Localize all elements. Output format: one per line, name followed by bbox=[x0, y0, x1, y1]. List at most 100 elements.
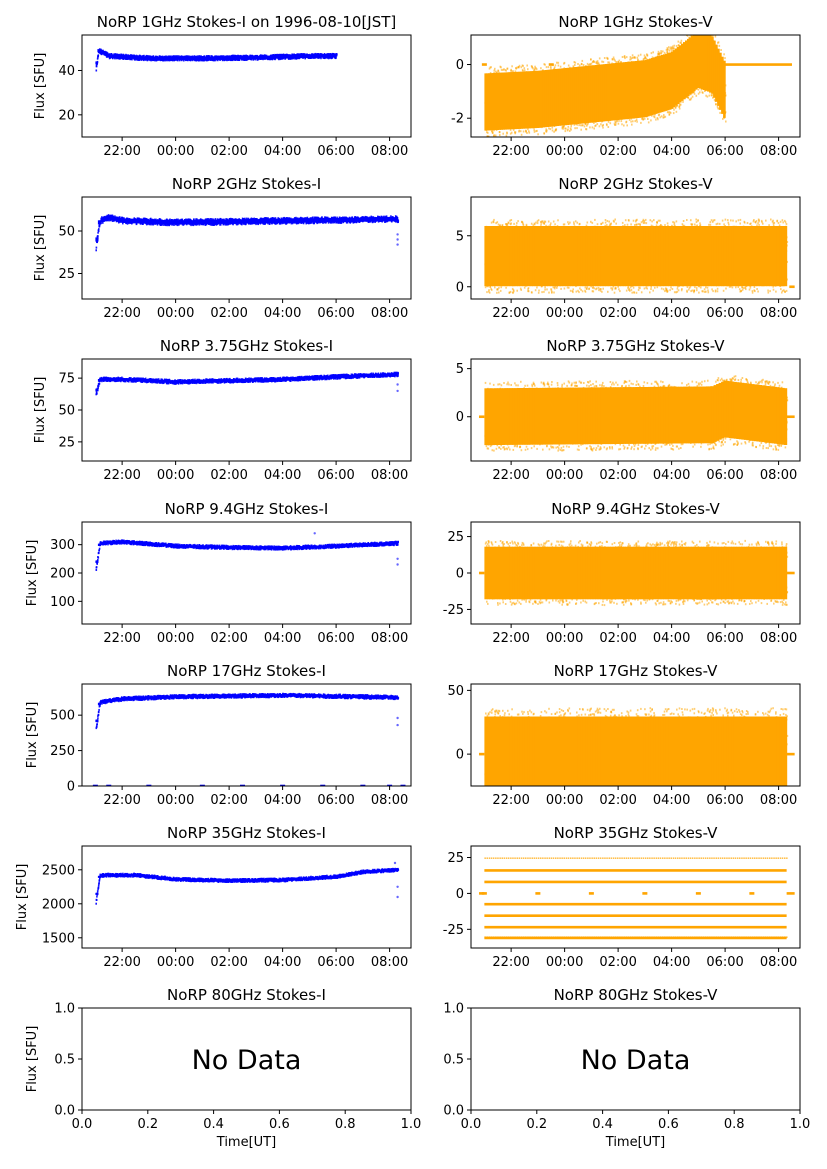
data-band-segment bbox=[328, 54, 331, 58]
data-band-segment bbox=[101, 51, 104, 55]
data-point bbox=[535, 68, 538, 71]
data-point bbox=[527, 68, 529, 71]
data-band-segment bbox=[201, 56, 205, 60]
data-point bbox=[502, 68, 504, 71]
data-point bbox=[197, 55, 199, 58]
data-point bbox=[608, 61, 611, 64]
data-point bbox=[677, 40, 680, 43]
data-point bbox=[95, 69, 98, 72]
data-point bbox=[313, 53, 316, 56]
data-point bbox=[664, 115, 667, 118]
data-point bbox=[548, 127, 550, 130]
data-point bbox=[269, 222, 271, 225]
data-band-segment bbox=[510, 72, 514, 130]
data-band-segment bbox=[151, 56, 155, 60]
data-point bbox=[204, 223, 207, 226]
data-band-segment bbox=[163, 56, 167, 60]
data-band-segment bbox=[155, 56, 159, 60]
data-point bbox=[691, 95, 694, 98]
data-point bbox=[691, 92, 693, 95]
data-band-segment bbox=[644, 59, 648, 117]
data-point bbox=[112, 57, 114, 60]
data-band-segment bbox=[189, 56, 193, 60]
data-band-segment bbox=[546, 69, 550, 127]
data-point bbox=[505, 69, 507, 72]
data-point bbox=[647, 121, 650, 124]
data-band-segment bbox=[675, 48, 678, 106]
data-point bbox=[663, 116, 665, 119]
data-point bbox=[208, 55, 210, 58]
data-point bbox=[207, 59, 209, 62]
data-band-segment bbox=[709, 35, 712, 93]
data-point bbox=[584, 122, 587, 125]
data-point bbox=[562, 127, 564, 130]
data-band-segment bbox=[554, 69, 558, 127]
data-band-segment bbox=[608, 63, 612, 121]
data-point bbox=[536, 129, 538, 132]
x-tick-label: 22:00 bbox=[492, 144, 529, 159]
data-point bbox=[623, 55, 626, 57]
data-band-segment bbox=[715, 44, 718, 102]
data-band-segment bbox=[552, 69, 556, 127]
data-point bbox=[518, 64, 521, 67]
data-point bbox=[659, 116, 662, 119]
data-point bbox=[577, 63, 579, 65]
data-point bbox=[214, 218, 217, 221]
data-point bbox=[602, 124, 604, 126]
data-point bbox=[533, 69, 536, 72]
data-point bbox=[657, 54, 659, 57]
data-point bbox=[135, 222, 138, 225]
data-point bbox=[563, 61, 566, 64]
data-point bbox=[125, 54, 128, 57]
data-point bbox=[503, 68, 505, 71]
data-point bbox=[656, 117, 659, 119]
data-point bbox=[209, 223, 212, 226]
data-point bbox=[564, 130, 567, 133]
data-point bbox=[271, 222, 273, 225]
data-point bbox=[274, 222, 277, 225]
data-point bbox=[184, 59, 187, 62]
y-tick-label: 40 bbox=[58, 64, 75, 79]
data-point bbox=[533, 69, 535, 72]
data-band-segment bbox=[181, 56, 185, 60]
data-band-segment bbox=[167, 56, 171, 60]
data-point bbox=[181, 218, 184, 221]
data-point bbox=[139, 222, 142, 225]
data-point bbox=[505, 134, 508, 137]
data-point bbox=[668, 49, 671, 52]
data-band-segment bbox=[233, 56, 237, 60]
data-point bbox=[99, 223, 101, 226]
data-point bbox=[637, 54, 640, 57]
data-point bbox=[177, 218, 179, 221]
data-band-segment bbox=[602, 64, 606, 122]
data-band-segment bbox=[524, 71, 528, 129]
data-point bbox=[304, 217, 307, 220]
data-point bbox=[200, 218, 202, 221]
data-point bbox=[244, 58, 247, 61]
data-point bbox=[613, 122, 616, 125]
data-point bbox=[723, 53, 725, 56]
data-point bbox=[95, 249, 97, 252]
data-point bbox=[506, 67, 509, 70]
data-band-segment bbox=[498, 72, 501, 130]
data-point bbox=[686, 35, 689, 37]
data-point bbox=[303, 53, 306, 56]
data-band-segment bbox=[616, 62, 620, 120]
data-point bbox=[535, 67, 537, 70]
data-point bbox=[118, 221, 120, 224]
data-point bbox=[123, 217, 125, 220]
data-band-segment bbox=[171, 56, 175, 60]
data-point bbox=[193, 218, 195, 221]
data-point bbox=[291, 222, 294, 225]
data-point bbox=[614, 124, 616, 126]
data-band-segment bbox=[117, 55, 120, 59]
data-band-segment bbox=[99, 50, 102, 54]
data-point bbox=[306, 221, 308, 224]
data-band-segment bbox=[290, 55, 293, 59]
data-point bbox=[210, 218, 212, 220]
data-band-segment bbox=[576, 66, 580, 124]
data-point bbox=[161, 223, 164, 226]
data-point bbox=[615, 61, 617, 63]
data-point bbox=[122, 222, 124, 225]
data-cloud bbox=[95, 48, 338, 72]
